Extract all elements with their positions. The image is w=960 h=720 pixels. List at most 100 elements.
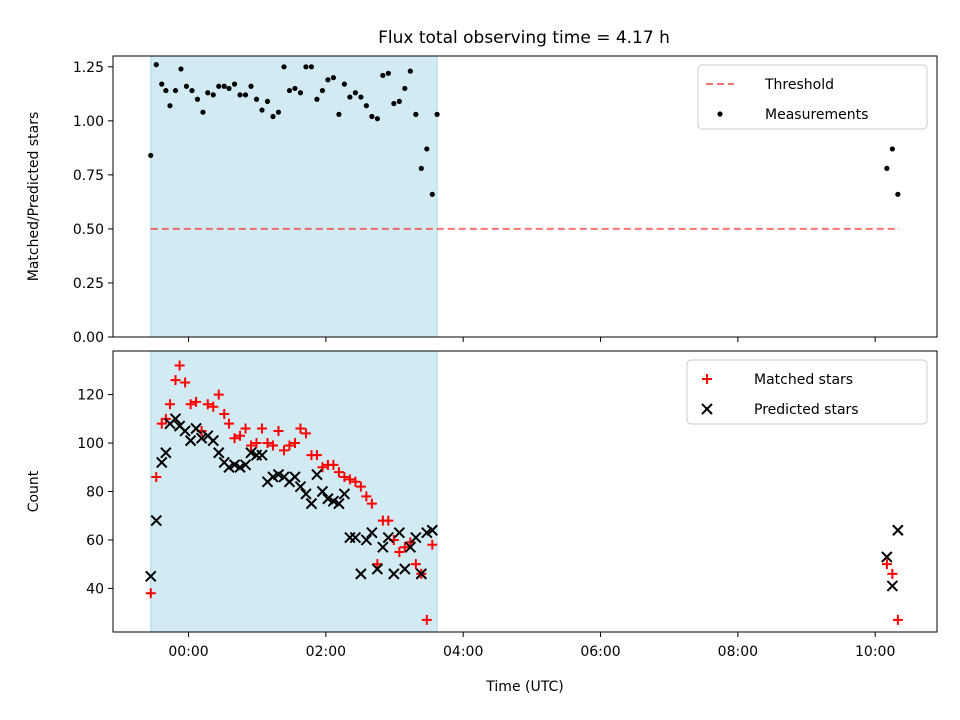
matched-star-point <box>251 438 262 449</box>
measurement-point <box>308 64 315 70</box>
matched-star-point <box>278 445 289 456</box>
measurement-point <box>385 70 391 76</box>
matched-star-point <box>333 467 344 478</box>
predicted-star-point <box>404 541 417 553</box>
predicted-star-point <box>150 514 162 527</box>
legend-label: Matched stars <box>754 372 853 388</box>
predicted-star-point <box>311 468 323 481</box>
measurement-point <box>418 165 424 171</box>
measurement-point <box>325 77 331 83</box>
x-tick-label: 08:00 <box>718 644 758 660</box>
measurement-point <box>248 83 254 89</box>
legend-label: Predicted stars <box>754 402 859 418</box>
measurement-point <box>194 96 201 102</box>
y-axis-label: Matched/Predicted stars <box>26 112 42 282</box>
matched-star-point <box>164 399 175 410</box>
matched-star-point <box>273 425 284 436</box>
predicted-star-point <box>294 480 307 493</box>
measurement-point <box>363 103 369 109</box>
measurement-point <box>297 90 304 96</box>
predicted-star-point <box>382 531 395 544</box>
matched-star-point <box>289 438 300 449</box>
chart-title: Flux total observing time = 4.17 h <box>378 28 670 48</box>
predicted-star-point <box>316 485 329 498</box>
matched-star-point <box>350 476 361 487</box>
legend-label: Threshold <box>764 77 834 93</box>
y-tick-label: 0.75 <box>73 168 104 184</box>
measurement-point <box>319 87 326 94</box>
predicted-star-point <box>239 459 252 471</box>
y-tick-label: 120 <box>77 388 104 404</box>
matched-star-point <box>394 547 405 558</box>
predicted-star-point <box>886 580 899 592</box>
measurement-point <box>336 111 342 117</box>
matched-star-point <box>366 498 377 509</box>
matched-star-point <box>892 614 903 625</box>
y-tick-label: 60 <box>86 533 104 549</box>
measurement-point <box>434 111 440 117</box>
matched-star-point <box>246 440 257 451</box>
axes-frame <box>112 55 938 338</box>
predicted-star-point <box>179 425 191 437</box>
predicted-star-point <box>892 524 904 536</box>
matched-star-point <box>262 438 273 449</box>
predicted-star-point <box>184 434 197 447</box>
measurement-point <box>253 96 260 102</box>
matched-star-point <box>295 423 306 434</box>
measurement-point <box>347 94 353 100</box>
predicted-star-point <box>881 551 893 563</box>
matched-star-point <box>372 559 383 570</box>
measurement-point <box>167 103 173 109</box>
x-tick-label: 06:00 <box>580 644 620 660</box>
matched-star-point <box>300 428 311 439</box>
predicted-star-point <box>195 432 208 444</box>
y-tick-label: 1.25 <box>73 60 104 76</box>
predicted-star-point <box>349 531 362 544</box>
measurement-point <box>163 87 169 94</box>
measurement-point <box>242 92 249 98</box>
matched-star-point <box>399 542 410 553</box>
measurement-point <box>259 107 265 113</box>
predicted-star-point <box>366 526 378 539</box>
measurement-point <box>396 98 402 104</box>
legend-box <box>686 359 928 425</box>
measurement-point <box>183 83 190 89</box>
matched-star-point <box>257 423 268 434</box>
measurement-point <box>314 96 320 102</box>
predicted-star-point <box>371 563 384 575</box>
predicted-star-point <box>388 568 400 580</box>
matched-star-point <box>202 399 213 410</box>
predicted-star-point <box>169 413 182 425</box>
x-tick-label: 02:00 <box>306 644 346 660</box>
measurement-point <box>264 98 271 104</box>
predicted-star-point <box>393 526 406 539</box>
y-tick-label: 1.00 <box>73 114 104 130</box>
observing-span-shade <box>150 55 438 338</box>
y-tick-label: 0.50 <box>73 222 104 238</box>
observing-span-shade <box>150 350 438 633</box>
measurement-point <box>148 152 154 159</box>
matched-star-point <box>208 401 219 412</box>
matched-star-point <box>317 462 328 473</box>
measurement-point <box>210 92 216 98</box>
counts-panel: 40 60 80 100 120 00:00 02:00 04:00 06:00 08:00 10:… <box>26 350 938 695</box>
y-tick-label: 40 <box>86 581 104 597</box>
measurement-point <box>226 85 232 92</box>
matched-star-point <box>180 377 191 388</box>
measurement-point <box>286 87 293 94</box>
matched-star-point <box>213 389 224 400</box>
predicted-star-point <box>300 488 312 500</box>
matched-star-point <box>410 559 421 570</box>
measurement-point <box>374 116 380 122</box>
measurement-point <box>237 92 243 98</box>
predicted-star-point <box>410 531 422 544</box>
measurement-point <box>895 191 901 197</box>
measurement-point <box>884 165 890 171</box>
y-tick-label: 0.00 <box>73 330 104 346</box>
matched-star-point <box>185 399 196 410</box>
predicted-star-point <box>399 563 411 575</box>
measurement-point <box>292 85 298 92</box>
matched-star-point <box>383 515 394 526</box>
measurement-point <box>172 87 179 94</box>
